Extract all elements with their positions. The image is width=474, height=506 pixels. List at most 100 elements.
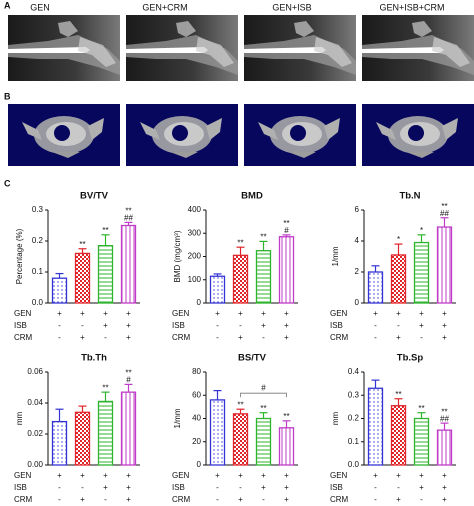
- chart-title: BV/TV: [80, 191, 109, 202]
- table-row-label: ISB: [14, 483, 27, 492]
- bar: [232, 254, 249, 304]
- table-mark: +: [442, 495, 447, 504]
- table-mark: -: [104, 333, 107, 342]
- table-mark: -: [374, 483, 377, 492]
- y-tick-label: 0.3: [32, 205, 44, 214]
- table-mark: +: [261, 483, 266, 492]
- table-row-label: GEN: [330, 471, 348, 480]
- y-tick-label: 0.2: [348, 414, 360, 423]
- chart-title: Tb.Sp: [397, 353, 424, 364]
- table-mark: +: [57, 471, 62, 480]
- bar: [413, 241, 430, 304]
- table-mark: -: [397, 321, 400, 330]
- table-row-label: ISB: [172, 483, 185, 492]
- significance-label: **: [441, 407, 447, 416]
- table-mark: -: [420, 495, 423, 504]
- significance-label: **: [237, 400, 243, 409]
- table-mark: -: [374, 495, 377, 504]
- chart-title: Tb.Th: [81, 353, 107, 364]
- significance-label: **: [102, 383, 108, 392]
- y-axis-label: Percentage (%): [15, 228, 24, 284]
- significance-label: ##: [124, 214, 133, 223]
- y-tick-label: 0.1: [32, 267, 44, 276]
- table-row-label: ISB: [330, 321, 343, 330]
- bar: [390, 254, 407, 304]
- y-tick-label: 0.3: [348, 390, 360, 399]
- y-tick-label: 300: [188, 228, 202, 237]
- y-tick-label: 0.00: [27, 460, 43, 469]
- xray-image: [362, 15, 474, 81]
- table-row-label: CRM: [330, 495, 349, 504]
- y-tick-label: 0.0: [348, 460, 360, 469]
- y-axis-label: BMD (mg/cm³): [173, 230, 182, 282]
- ct-image: [244, 104, 356, 166]
- table-mark: -: [239, 321, 242, 330]
- bar: [436, 226, 453, 304]
- bar: [367, 271, 384, 304]
- table-row-label: GEN: [14, 471, 32, 480]
- significance-label: **: [102, 226, 108, 235]
- bar: [278, 427, 295, 466]
- y-tick-label: 0: [197, 298, 202, 307]
- table-mark: +: [126, 471, 131, 480]
- table-mark: +: [103, 483, 108, 492]
- table-mark: +: [103, 471, 108, 480]
- table-mark: +: [396, 309, 401, 318]
- y-tick-label: 0.4: [348, 367, 360, 376]
- y-tick-label: 0: [355, 298, 360, 307]
- table-row-label: GEN: [330, 309, 348, 318]
- table-mark: +: [103, 321, 108, 330]
- table-mark: +: [442, 321, 447, 330]
- significance-label: **: [79, 240, 85, 249]
- significance-label: ##: [440, 414, 449, 423]
- ct-image: [126, 104, 238, 166]
- bar: [209, 399, 226, 466]
- table-mark: -: [374, 333, 377, 342]
- bar: [97, 400, 114, 466]
- significance-label: ##: [440, 209, 449, 218]
- xray-image: [244, 15, 356, 81]
- table-mark: -: [397, 483, 400, 492]
- significance-label: **: [125, 369, 131, 378]
- table-mark: +: [284, 333, 289, 342]
- bar: [51, 277, 68, 304]
- table-mark: +: [442, 333, 447, 342]
- table-mark: +: [80, 309, 85, 318]
- table-mark: +: [396, 471, 401, 480]
- y-tick-label: 0.02: [27, 429, 43, 438]
- bar: [278, 236, 295, 304]
- chart-title: BMD: [241, 191, 263, 202]
- table-mark: +: [284, 495, 289, 504]
- significance-label: **: [260, 232, 266, 241]
- y-tick-label: 0.0: [32, 298, 44, 307]
- table-mark: +: [215, 309, 220, 318]
- table-mark: +: [80, 471, 85, 480]
- panel-label: C: [4, 178, 11, 188]
- y-tick-label: 6: [355, 205, 360, 214]
- table-mark: -: [58, 321, 61, 330]
- bar: [74, 252, 91, 304]
- y-axis-label: 1/mm: [331, 246, 340, 266]
- table-mark: +: [373, 309, 378, 318]
- table-row-label: CRM: [172, 333, 191, 342]
- table-mark: +: [215, 471, 220, 480]
- bar: [255, 250, 272, 304]
- significance-label: #: [284, 226, 289, 235]
- y-axis-label: 1/mm: [173, 408, 182, 428]
- bracket-label: #: [261, 383, 266, 392]
- table-row-label: GEN: [172, 471, 190, 480]
- table-mark: +: [284, 471, 289, 480]
- table-mark: +: [442, 483, 447, 492]
- y-tick-label: 0.2: [32, 236, 44, 245]
- significance-label: **: [283, 219, 289, 228]
- table-mark: +: [238, 471, 243, 480]
- bar: [209, 275, 226, 304]
- table-mark: +: [261, 471, 266, 480]
- table-mark: +: [284, 309, 289, 318]
- significance-label: **: [418, 404, 424, 413]
- table-mark: +: [126, 495, 131, 504]
- table-mark: -: [216, 483, 219, 492]
- y-tick-label: 0.04: [27, 398, 43, 407]
- table-mark: -: [81, 483, 84, 492]
- y-axis-label: mm: [331, 412, 340, 426]
